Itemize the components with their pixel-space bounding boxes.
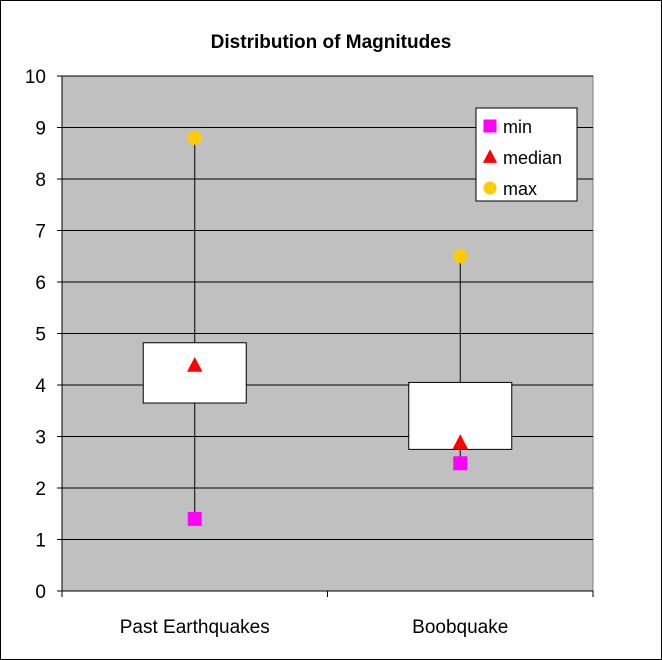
- box-0: [142, 342, 247, 404]
- legend-min-label: min: [503, 117, 532, 137]
- median-marker-1: [452, 434, 468, 449]
- y-tick-label-2: 2: [35, 479, 46, 500]
- legend-median-marker: [482, 149, 498, 163]
- y-tick-label-7: 7: [35, 222, 46, 243]
- y-tick-label-3: 3: [35, 428, 46, 449]
- legend-min-marker: [483, 119, 497, 133]
- min-marker-1: [453, 456, 468, 471]
- max-marker-1: [453, 249, 468, 264]
- y-tick-label-4: 4: [35, 376, 46, 397]
- y-tick-label-5: 5: [35, 325, 46, 346]
- legend-median-label: median: [503, 148, 562, 168]
- axes: 0 1 2 3 4 5 6 7 8 9 10 Past Earthquakes Boobquake: [25, 67, 594, 638]
- chart-title: Distribution of Magnitudes: [211, 32, 452, 53]
- x-category-label-1: Boobquake: [412, 617, 508, 638]
- max-marker-0: [187, 130, 202, 145]
- data-markers: [187, 130, 468, 526]
- y-tick-label-0: 0: [35, 582, 46, 603]
- y-tick-label-1: 1: [35, 531, 46, 552]
- y-tick-label-6: 6: [35, 273, 46, 294]
- legend-max-marker: [483, 181, 497, 195]
- legend-max-label: max: [503, 179, 537, 199]
- median-marker-0: [187, 357, 203, 372]
- legend: min median max: [475, 107, 578, 202]
- x-category-label-0: Past Earthquakes: [120, 617, 270, 638]
- y-tick-label-10: 10: [25, 67, 46, 88]
- min-marker-0: [187, 511, 202, 526]
- y-tick-label-8: 8: [35, 170, 46, 191]
- y-tick-label-9: 9: [35, 119, 46, 140]
